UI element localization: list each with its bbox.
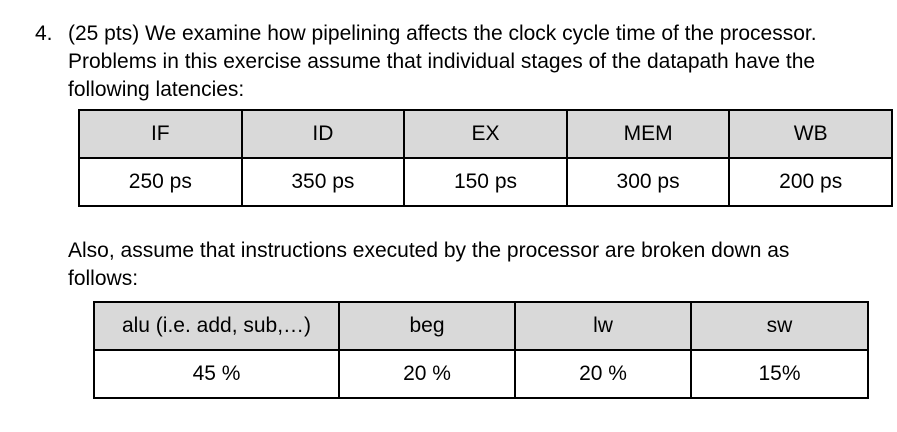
mix-value-lw: 20 % bbox=[514, 349, 692, 399]
latency-header-id: ID bbox=[240, 109, 406, 159]
mix-value-beg: 20 % bbox=[338, 349, 516, 399]
problem-content: (25 pts) We examine how pipelining affec… bbox=[68, 20, 897, 399]
latency-value-mem: 300 ps bbox=[565, 157, 731, 207]
latency-value-wb: 200 ps bbox=[728, 157, 893, 207]
stage-latency-table: IF ID EX MEM WB 250 ps 350 ps 150 ps 300… bbox=[78, 109, 893, 207]
followup-paragraph: Also, assume that instructions executed … bbox=[68, 237, 897, 293]
latency-header-if: IF bbox=[78, 109, 243, 159]
latency-value-id: 350 ps bbox=[240, 157, 406, 207]
latency-value-ex: 150 ps bbox=[403, 157, 568, 207]
mix-value-sw: 15% bbox=[690, 349, 869, 399]
mix-header-row: alu (i.e. add, sub,…) beg lw sw bbox=[93, 301, 869, 351]
followup-line: Also, assume that instructions executed … bbox=[68, 239, 790, 262]
intro-line: following latencies: bbox=[68, 78, 245, 101]
latency-header-ex: EX bbox=[403, 109, 568, 159]
instruction-mix-table: alu (i.e. add, sub,…) beg lw sw 45 % 20 … bbox=[93, 301, 869, 399]
latency-value-row: 250 ps 350 ps 150 ps 300 ps 200 ps bbox=[78, 157, 893, 207]
problem-intro-paragraph: (25 pts) We examine how pipelining affec… bbox=[68, 20, 897, 104]
latency-header-row: IF ID EX MEM WB bbox=[78, 109, 893, 159]
latency-header-wb: WB bbox=[728, 109, 893, 159]
latency-value-if: 250 ps bbox=[78, 157, 243, 207]
followup-line: follows: bbox=[68, 267, 139, 290]
intro-line: Problems in this exercise assume that in… bbox=[68, 50, 816, 73]
mix-header-beg: beg bbox=[338, 301, 516, 351]
mix-value-alu: 45 % bbox=[93, 349, 340, 399]
mix-header-sw: sw bbox=[690, 301, 869, 351]
latency-header-mem: MEM bbox=[565, 109, 731, 159]
problem-number: 4. bbox=[35, 22, 53, 45]
intro-line: (25 pts) We examine how pipelining affec… bbox=[68, 22, 817, 45]
mix-header-alu: alu (i.e. add, sub,…) bbox=[93, 301, 340, 351]
mix-value-row: 45 % 20 % 20 % 15% bbox=[93, 349, 869, 399]
problem-4: 4. (25 pts) We examine how pipelining af… bbox=[35, 20, 897, 399]
mix-header-lw: lw bbox=[514, 301, 692, 351]
